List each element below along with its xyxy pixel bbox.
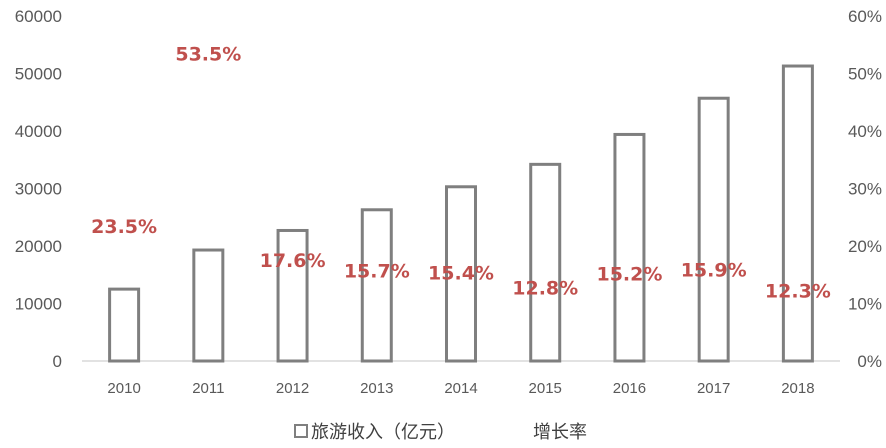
right-axis-tick-label: 60% (848, 7, 882, 26)
x-axis-tick-label: 2015 (529, 380, 562, 397)
left-axis-tick-label: 10000 (15, 295, 62, 314)
growth-rate-label: 53.5% (175, 43, 241, 65)
left-axis-ticks: 0 10000 20000 30000 40000 50000 60000 (15, 7, 62, 371)
x-axis-ticks: 2010 2011 2012 2013 2014 2015 2016 2017 2018 (107, 380, 814, 397)
x-axis-tick-label: 2011 (192, 380, 224, 397)
right-axis-tick-label: 10% (848, 295, 882, 314)
revenue-bar (276, 228, 309, 363)
growth-rate-label: 12.8% (512, 277, 578, 299)
x-axis-tick-label: 2010 (107, 380, 140, 397)
legend-bar-swatch (294, 424, 308, 438)
right-axis-tick-label: 50% (848, 65, 882, 84)
left-axis-tick-label: 20000 (15, 237, 62, 256)
x-axis-tick-label: 2013 (360, 380, 393, 397)
left-axis-tick-label: 40000 (15, 122, 62, 141)
legend-rate-label: 增长率 (533, 422, 587, 443)
x-axis-tick-label: 2017 (697, 380, 730, 397)
left-axis-tick-label: 30000 (15, 180, 62, 199)
growth-rate-label: 17.6% (260, 250, 326, 272)
right-axis-tick-label: 30% (848, 180, 882, 199)
right-axis-tick-label: 0% (857, 352, 882, 371)
right-axis-tick-label: 40% (848, 122, 882, 141)
legend: 旅游收入（亿元） 增长率 (294, 422, 587, 443)
growth-rate-label: 15.9% (681, 260, 747, 282)
revenue-bars (108, 64, 814, 363)
growth-rate-label: 15.4% (428, 262, 494, 284)
x-axis-tick-label: 2018 (781, 380, 814, 397)
revenue-bar (445, 185, 477, 363)
x-axis-tick-label: 2012 (276, 380, 309, 397)
revenue-bar (529, 162, 562, 363)
x-axis-tick-label: 2014 (444, 380, 477, 397)
left-axis-tick-label: 0 (53, 352, 62, 371)
left-axis-tick-label: 60000 (15, 7, 62, 26)
right-axis-tick-label: 20% (848, 237, 882, 256)
left-axis-tick-label: 50000 (15, 65, 62, 84)
revenue-bar (192, 248, 225, 363)
revenue-bar (108, 287, 141, 363)
x-axis-tick-label: 2016 (613, 380, 646, 397)
revenue-bar (360, 208, 393, 363)
revenue-bar (781, 64, 814, 363)
growth-rate-label: 23.5% (91, 216, 157, 238)
growth-rate-labels: 23.5% 53.5% 17.6% 15.7% 15.4% 12.8% 15.2% 15.9%… (91, 43, 831, 302)
growth-rate-label: 15.2% (596, 264, 662, 286)
legend-revenue-label: 旅游收入（亿元） (311, 422, 455, 443)
growth-rate-label: 12.3% (765, 280, 831, 302)
growth-rate-label: 15.7% (344, 261, 410, 283)
right-axis-ticks: 0% 10% 20% 30% 40% 50% 60% (848, 7, 882, 371)
revenue-bar (613, 132, 646, 363)
revenue-bar (697, 96, 730, 363)
